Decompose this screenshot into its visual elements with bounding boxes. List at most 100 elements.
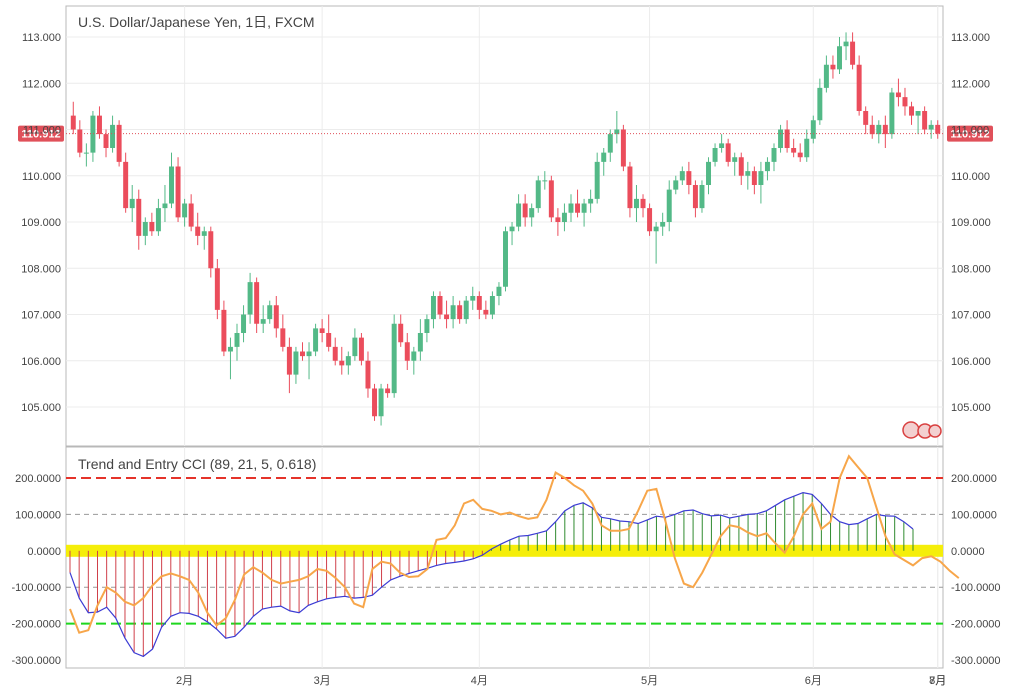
candle-body [398,323,404,343]
candle-body [588,198,594,204]
candle-body [332,346,338,361]
candle-body [358,337,364,361]
candle-body [293,351,299,375]
candle-body [778,129,784,148]
axis-layer: 113.000 113.000 112.000 112.000 111.000 111.0… [11,32,1000,687]
current-price-tag-right [947,125,993,142]
candle-body [286,346,292,375]
candle-body [182,203,188,218]
flag-icon-circle-1 [902,421,920,439]
x-tick-label: 4月 [471,675,488,687]
candle-body [928,124,934,130]
candle-body [817,87,823,121]
candle-body [692,185,698,209]
candle-body [365,360,371,389]
x-tick-label: 5月 [641,675,658,687]
candle-body [823,64,829,88]
cci-tick-label-left: -100.0000 [11,582,61,594]
candle-body [882,124,888,135]
candle-body [666,189,672,222]
x-tick-label: 7月 [929,675,946,687]
candle-body [902,97,908,107]
candle-body [745,171,751,176]
candle-body [221,309,227,352]
candle-body [561,212,567,222]
candle-body [483,309,489,315]
candle-body [889,92,895,135]
price-chart-title: U.S. Dollar/Japanese Yen, 1日, FXCM [78,14,315,30]
candle-body [299,351,305,357]
candle-body [372,388,378,417]
flag-icon-circle-3 [928,424,942,438]
candle-body [155,208,161,232]
candle-body [129,198,135,209]
price-tick-label-right: 108.000 [951,263,991,275]
x-tick-label: 3月 [314,675,331,687]
x-tick-label: 6月 [805,675,822,687]
candle-body [234,333,240,347]
candle-body [522,203,528,218]
candle-body [306,351,312,357]
candle-body [535,180,541,209]
candle-body [555,217,561,222]
candle-body [411,351,417,361]
candle-body [280,328,286,347]
candle-body [476,296,482,310]
candle-body [909,106,915,116]
candle-body [470,296,476,301]
cci-tick-label-left: 0.0000 [27,546,61,558]
candle-body [935,124,941,134]
current-price-tag-left [18,125,64,142]
candle-body [503,231,508,287]
candle-body [424,319,430,333]
candle-body [70,115,76,130]
candle-body [895,92,901,98]
candle-body [647,208,653,232]
candle-body [594,161,600,199]
candle-body [404,342,410,361]
candle-body [732,157,738,162]
candle-body [620,129,626,167]
candle-body [686,171,692,185]
cci-tick-label-right: -300.0000 [951,655,1001,667]
candle-body [614,129,620,135]
candle-body [116,124,122,162]
candle-body [267,305,273,320]
price-tick-label-right: 106.000 [951,356,991,368]
candle-body [136,198,142,236]
candle-body [784,129,790,148]
cci-tick-label-left: -200.0000 [11,619,61,631]
candle-body [437,296,443,315]
price-tick-label-left: 111.000 [23,125,61,137]
candle-body [706,161,712,185]
candle-body [863,111,869,125]
price-tick-label-right: 109.000 [951,217,991,229]
price-tick-label-right: 107.000 [951,310,991,322]
flag-icon[interactable] [902,421,942,439]
candle-body [856,64,862,111]
candle-body [345,356,351,366]
cci-panel-frame [65,446,944,669]
price-tick-label-left: 109.000 [21,217,61,229]
price-tick-label-right: 111.000 [951,125,989,137]
candle-body [273,305,279,329]
price-tick-label-right: 105.000 [951,402,991,414]
price-tick-label-left: 107.000 [21,310,61,322]
candle-body [719,143,725,148]
candle-body [385,388,391,394]
candle-body [175,166,181,218]
cci-tick-label-right: 200.0000 [951,473,997,485]
candle-body [699,185,705,209]
candle-body [450,305,456,320]
candle-body [391,323,397,394]
candle-body [810,120,816,139]
cci-tick-label-left: -300.0000 [11,655,61,667]
candle-body [103,134,109,148]
price-tick-label-left: 105.000 [21,402,61,414]
candle-body [915,111,921,116]
price-tick-label-right: 113.000 [951,32,990,44]
candle-body [444,314,450,320]
candle-body [529,208,535,218]
candle-body [758,171,764,185]
